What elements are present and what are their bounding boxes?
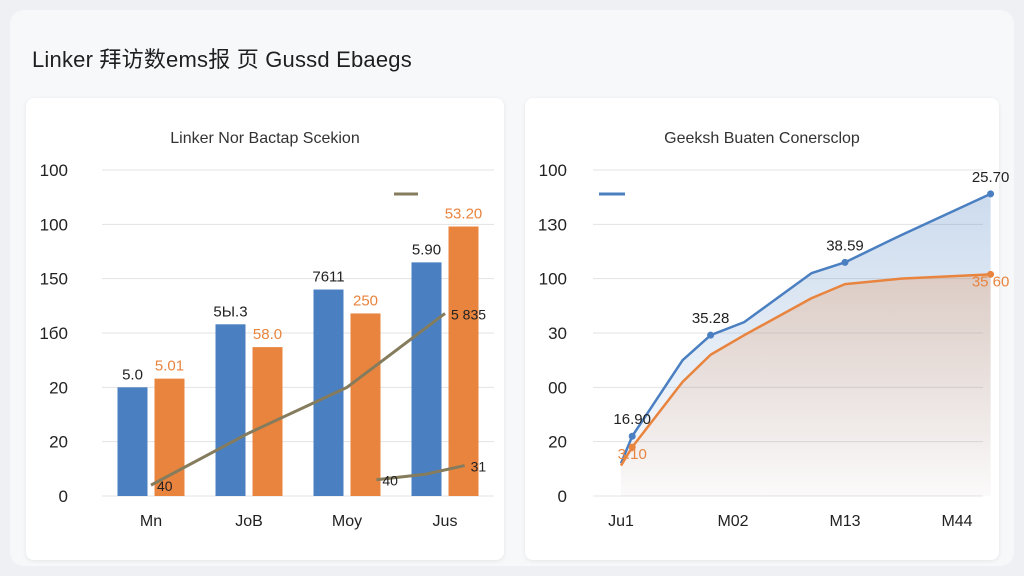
data-point (987, 270, 995, 278)
bar-data-label: 58.0 (253, 326, 282, 343)
area-fill (621, 274, 991, 496)
data-point (628, 443, 636, 451)
bar-data-label: 7611 (312, 269, 344, 286)
point-data-label: 38.59 (826, 237, 864, 254)
x-tick-label: Jus (433, 513, 458, 530)
y-tick-label: 20 (548, 433, 567, 452)
y-tick-label: 100 (539, 161, 567, 180)
y-tick-label: 30 (548, 324, 567, 343)
series-line (619, 192, 992, 464)
bar-data-label: 5Ы.3 (213, 303, 247, 320)
point-data-label: 3.10 (618, 446, 647, 463)
trend-line (150, 312, 446, 487)
y-tick-label: 150 (40, 270, 68, 289)
bar-data-label: 5.0 (122, 366, 143, 383)
point-data-label: 16.90 (613, 411, 651, 428)
bar-chart-title: Linker Nor Bactap Scekion (170, 130, 360, 147)
data-point (628, 432, 636, 440)
y-tick-label: 100 (40, 215, 68, 234)
y-tick-label: 1б0 (39, 324, 68, 343)
y-tick-label: 100 (539, 270, 567, 289)
y-tick-label: 0 (558, 487, 567, 506)
x-tick-label: Ju1 (608, 513, 634, 530)
line-data-label: 31 (471, 459, 487, 475)
y-tick-label: 100 (40, 161, 68, 180)
x-tick-label: M02 (717, 513, 748, 530)
bar (117, 387, 148, 496)
bar (252, 347, 283, 496)
series-line (619, 273, 991, 467)
bar-chart: 0 20 20 1б0 150 100 100 Mn JoB Moy Jus 5.0 5Ы.3 7611 5… (39, 161, 494, 530)
dashboard-page: Linker 拜访数ems报 页 Gussd Ebaegs Linker Nor… (10, 10, 1014, 566)
y-tick-label: 1З0 (538, 215, 567, 234)
point-data-label: 25.70 (972, 169, 1010, 186)
data-point (841, 258, 849, 266)
y-tick-label: 20 (49, 433, 68, 452)
bar (448, 226, 479, 497)
bar (350, 313, 381, 496)
line-data-label: 5 835 (451, 306, 486, 322)
bar (313, 289, 344, 496)
y-tick-label: 20 (49, 378, 68, 397)
trend-line (376, 464, 465, 482)
point-data-label: 35.28 (692, 310, 730, 327)
x-tick-label: Moy (332, 513, 362, 530)
bar-data-label: 5.90 (412, 241, 441, 258)
data-point (707, 331, 715, 339)
area-chart-title: Geeksh Buaten Conerscloр (664, 130, 860, 147)
data-point (987, 190, 995, 198)
y-tick-label: 00 (548, 378, 567, 397)
x-tick-label: M13 (829, 513, 860, 530)
page-title: Linker 拜访数ems报 页 Gussd Ebaegs (32, 47, 412, 72)
point-data-label: 35 60 (972, 273, 1010, 290)
line-data-label: 40 (157, 478, 173, 494)
x-tick-label: JoB (235, 513, 263, 530)
bar-chart-card: Linker Nor Bactap Scekion 0 20 20 1б0 150 100… (26, 98, 504, 560)
area-chart: 0 20 00 30 100 1З0 100 Ju1 M02 M13 M44 16.90 35.28 38… (538, 161, 1010, 530)
x-tick-label: M44 (941, 513, 972, 530)
y-tick-label: 0 (59, 487, 68, 506)
area-chart-card: Geeksh Buaten Conerscloр 0 20 00 30 100 1З0 10… (525, 98, 1010, 560)
bar-data-label: 250 (353, 292, 378, 309)
bar (411, 262, 442, 496)
x-tick-label: Mn (140, 513, 162, 530)
bar-data-label: 5.01 (155, 358, 184, 375)
bar (215, 324, 246, 496)
bar-data-label: 53.20 (445, 206, 483, 223)
line-data-label: 40 (382, 473, 398, 489)
